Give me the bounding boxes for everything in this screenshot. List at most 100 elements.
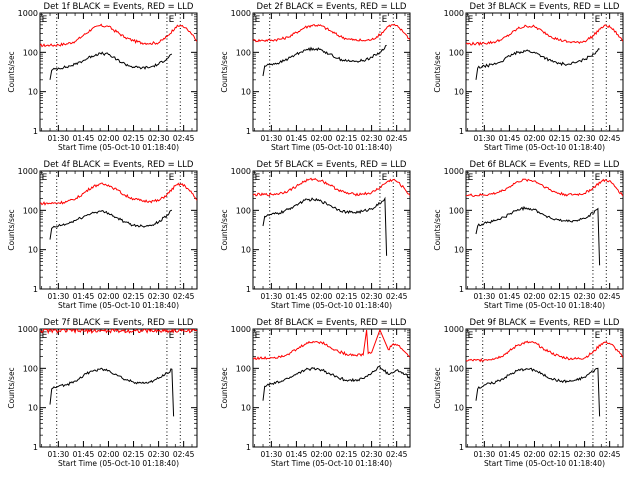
- y-axis-label: Counts/sec: [433, 209, 442, 250]
- x-tick-label: 02:15: [336, 450, 358, 459]
- panel-7: Det 7f BLACK = Events, RED = LLD 1 10 100 10…: [7, 318, 198, 468]
- x-tick-label: 02:00: [524, 134, 546, 143]
- marker-label: E: [169, 173, 175, 183]
- panel-title: Det 8f BLACK = Events, RED = LLD: [257, 318, 407, 328]
- panel-title: Det 9f BLACK = Events, RED = LLD: [470, 318, 620, 328]
- y-tick-label: 100: [449, 364, 464, 373]
- plot-frame: [39, 328, 198, 448]
- x-tick-label: 01:30: [48, 134, 70, 143]
- x-tick-label: 02:45: [173, 292, 195, 301]
- x-tick-label: 01:30: [261, 292, 283, 301]
- y-axis-label: Counts/sec: [220, 209, 229, 250]
- y-axis-label: Counts/sec: [7, 367, 16, 408]
- x-tick-label: 02:15: [336, 134, 358, 143]
- panel-4: Det 4f BLACK = Events, RED = LLD 1 10 100 10…: [7, 160, 198, 310]
- x-tick-label: 02:15: [549, 292, 571, 301]
- x-tick-label: 02:00: [98, 134, 120, 143]
- x-tick-label: 01:45: [499, 134, 521, 143]
- panel-3: Det 3f BLACK = Events, RED = LLD 1 10 100 10…: [433, 2, 624, 152]
- x-tick-label: 01:30: [48, 292, 70, 301]
- lld-rate-line: [253, 329, 410, 361]
- x-tick-label: 02:30: [574, 134, 596, 143]
- x-tick-label: 02:30: [361, 450, 383, 459]
- x-tick-label: 01:45: [73, 292, 95, 301]
- y-axis-label: Counts/sec: [433, 367, 442, 408]
- x-tick-label: 02:45: [599, 134, 621, 143]
- y-tick-label: 1: [33, 285, 38, 294]
- events-rate-line: [475, 367, 601, 417]
- marker-label: E: [42, 15, 48, 25]
- x-tick-label: 01:30: [474, 292, 496, 301]
- panel-title: Det 5f BLACK = Events, RED = LLD: [257, 160, 407, 170]
- events-rate-line: [262, 365, 410, 401]
- events-rate-line: [49, 209, 172, 240]
- plot-frame: [252, 328, 411, 448]
- y-tick-label: 10: [454, 404, 464, 413]
- x-tick-label: 01:45: [73, 450, 95, 459]
- y-tick-label: 100: [449, 48, 464, 57]
- marker-label: E: [468, 173, 474, 183]
- x-tick-label: 02:30: [148, 450, 170, 459]
- x-tick-label: 01:30: [261, 450, 283, 459]
- marker-label: E: [468, 15, 474, 25]
- panel-1: Det 1f BLACK = Events, RED = LLD 1 10 100 10…: [7, 2, 198, 152]
- x-axis-label: Start Time (05-Oct-10 01:18:40): [58, 301, 179, 310]
- plot-frame: [39, 170, 198, 290]
- lld-rate-line: [253, 23, 410, 43]
- panel-title: Det 3f BLACK = Events, RED = LLD: [470, 2, 620, 12]
- lld-rate-line: [466, 24, 623, 47]
- y-tick-label: 100: [449, 206, 464, 215]
- x-tick-label: 02:30: [574, 450, 596, 459]
- x-tick-label: 02:45: [386, 292, 408, 301]
- events-rate-line: [49, 367, 175, 417]
- y-tick-label: 100: [23, 48, 38, 57]
- y-tick-label: 1000: [231, 167, 251, 176]
- panel-title: Det 4f BLACK = Events, RED = LLD: [44, 160, 194, 170]
- y-tick-label: 1: [33, 443, 38, 452]
- x-tick-label: 02:15: [336, 292, 358, 301]
- marker-label: E: [595, 173, 601, 183]
- y-tick-label: 1000: [18, 167, 38, 176]
- y-tick-label: 1: [246, 443, 251, 452]
- y-tick-label: 1000: [444, 9, 464, 18]
- events-rate-line: [262, 44, 387, 77]
- x-tick-label: 02:45: [173, 450, 195, 459]
- y-tick-label: 1000: [231, 325, 251, 334]
- y-axis-label: Counts/sec: [7, 209, 16, 250]
- x-axis-label: Start Time (05-Oct-10 01:18:40): [484, 301, 605, 310]
- panel-6: Det 6f BLACK = Events, RED = LLD 1 10 100 10…: [433, 160, 624, 310]
- x-tick-label: 01:45: [73, 134, 95, 143]
- x-tick-label: 01:45: [499, 292, 521, 301]
- y-tick-label: 100: [236, 48, 251, 57]
- x-tick-label: 02:00: [524, 450, 546, 459]
- x-axis-label: Start Time (05-Oct-10 01:18:40): [271, 301, 392, 310]
- panel-title: Det 2f BLACK = Events, RED = LLD: [257, 2, 407, 12]
- marker-label: E: [382, 15, 388, 25]
- y-tick-label: 10: [28, 88, 38, 97]
- lld-rate-line: [40, 23, 197, 48]
- x-axis-label: Start Time (05-Oct-10 01:18:40): [58, 143, 179, 152]
- y-tick-label: 100: [236, 206, 251, 215]
- x-tick-label: 02:45: [386, 450, 408, 459]
- panel-title: Det 6f BLACK = Events, RED = LLD: [470, 160, 620, 170]
- marker-label: E: [169, 15, 175, 25]
- x-tick-label: 01:45: [286, 450, 308, 459]
- marker-label: E: [42, 173, 48, 183]
- panel-title: Det 1f BLACK = Events, RED = LLD: [44, 2, 194, 12]
- y-tick-label: 100: [23, 364, 38, 373]
- marker-label: E: [595, 15, 601, 25]
- y-tick-label: 1000: [18, 9, 38, 18]
- x-axis-label: Start Time (05-Oct-10 01:18:40): [271, 459, 392, 468]
- marker-label: E: [42, 331, 48, 341]
- plot-frame: [465, 328, 624, 448]
- x-tick-label: 02:30: [148, 292, 170, 301]
- y-tick-label: 10: [28, 404, 38, 413]
- x-axis-label: Start Time (05-Oct-10 01:18:40): [484, 459, 605, 468]
- x-tick-label: 02:30: [574, 292, 596, 301]
- x-tick-label: 01:45: [286, 292, 308, 301]
- y-axis-label: Counts/sec: [220, 51, 229, 92]
- x-axis-label: Start Time (05-Oct-10 01:18:40): [58, 459, 179, 468]
- x-tick-label: 01:30: [474, 450, 496, 459]
